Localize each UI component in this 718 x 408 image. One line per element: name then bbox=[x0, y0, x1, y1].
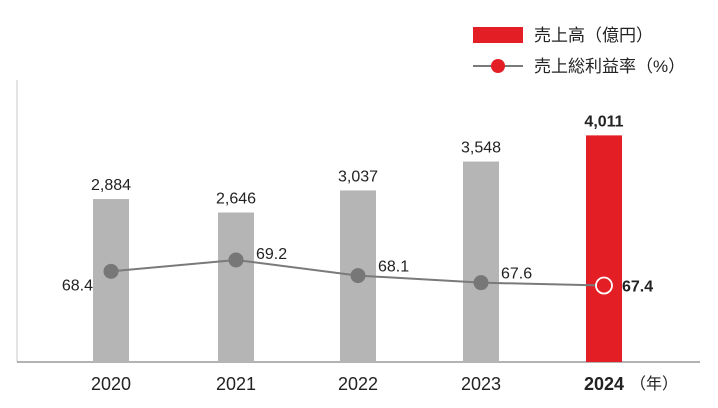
bar-series bbox=[93, 135, 622, 362]
bar-label-2023: 3,548 bbox=[461, 140, 501, 157]
legend-bar-swatch bbox=[473, 27, 523, 43]
bar-2020 bbox=[93, 199, 129, 362]
x-tick-labels: 2020 2021 2022 2023 2024 （年） bbox=[91, 374, 678, 394]
x-tick-2020: 2020 bbox=[91, 374, 131, 394]
line-label-2024: 67.4 bbox=[622, 279, 653, 296]
line-label-2023: 67.6 bbox=[501, 266, 532, 283]
x-tick-2024: 2024 bbox=[584, 374, 624, 394]
line-points bbox=[103, 252, 613, 295]
point-2022 bbox=[350, 268, 366, 284]
legend-line-label: 売上総利益率（%） bbox=[534, 57, 685, 76]
legend-bar-label: 売上高（億円） bbox=[534, 26, 653, 45]
bar-label-2024: 4,011 bbox=[584, 113, 623, 130]
legend-line-marker bbox=[491, 59, 505, 73]
bar-2024 bbox=[586, 135, 622, 362]
bar-2023 bbox=[463, 161, 499, 362]
bar-label-2022: 3,037 bbox=[338, 168, 378, 185]
x-axis-unit: （年） bbox=[630, 375, 678, 393]
line-label-2021: 69.2 bbox=[256, 246, 287, 263]
point-2021 bbox=[228, 252, 244, 268]
x-tick-2022: 2022 bbox=[338, 374, 378, 394]
point-2024 bbox=[595, 276, 613, 295]
bar-label-2020: 2,884 bbox=[91, 177, 131, 194]
line-value-labels: 68.4 69.2 68.1 67.6 67.4 bbox=[62, 246, 653, 296]
x-tick-2023: 2023 bbox=[461, 374, 501, 394]
bar-label-2021: 2,646 bbox=[216, 191, 256, 208]
line-label-2022: 68.1 bbox=[378, 259, 409, 276]
legend: 売上高（億円） 売上総利益率（%） bbox=[473, 26, 685, 76]
bar-value-labels: 2,884 2,646 3,037 3,548 4,011 bbox=[91, 113, 624, 207]
point-2023 bbox=[473, 275, 489, 291]
x-tick-2021: 2021 bbox=[216, 374, 256, 394]
point-2020 bbox=[103, 263, 119, 279]
bar-2021 bbox=[218, 212, 254, 362]
line-label-2020: 68.4 bbox=[62, 277, 93, 294]
